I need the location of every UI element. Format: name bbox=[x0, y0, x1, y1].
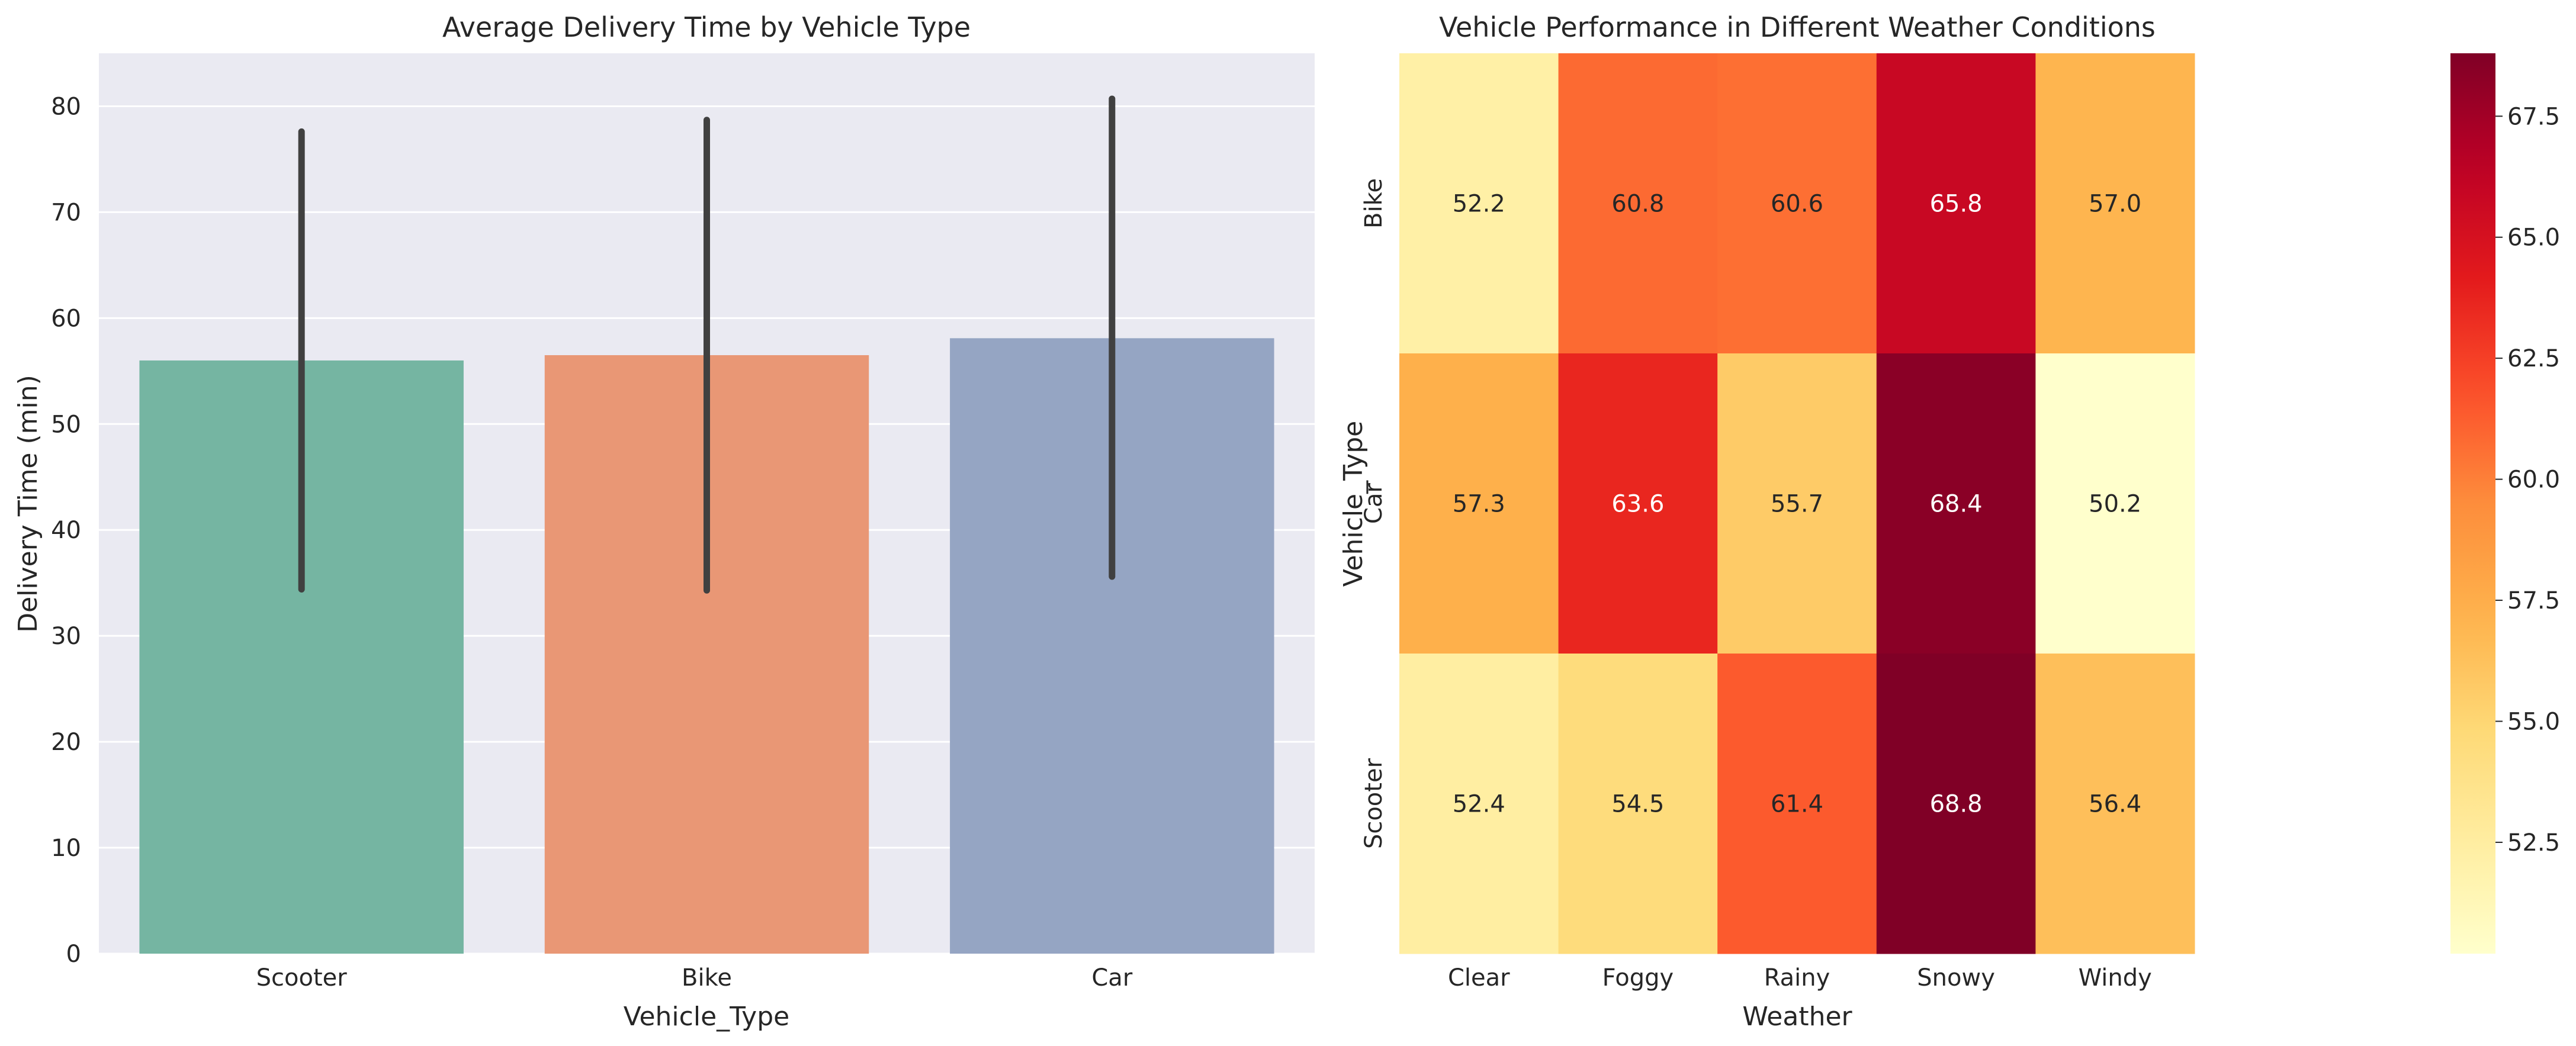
bar-x-axis-label: Vehicle_Type bbox=[624, 1002, 789, 1032]
heatmap-cell bbox=[1399, 53, 1559, 354]
bar-x-tick-label: Car bbox=[1091, 964, 1132, 992]
heatmap-y-axis-label: Vehicle_Type bbox=[1338, 421, 1369, 587]
bar-y-tick-labels: 0 10 20 30 40 50 60 70 80 bbox=[51, 93, 81, 968]
bar-y-tick-label: 20 bbox=[51, 729, 81, 756]
heatmap-cell-label: 55.7 bbox=[1771, 491, 1823, 518]
heatmap-cell bbox=[1558, 353, 1718, 654]
bar-chart-title: Average Delivery Time by Vehicle Type bbox=[442, 11, 971, 43]
heatmap-cells bbox=[1399, 53, 2195, 954]
heatmap-cell-label: 68.8 bbox=[1930, 791, 1983, 818]
heatmap-cell-label: 60.6 bbox=[1771, 191, 1823, 218]
heatmap-cell-label: 65.8 bbox=[1930, 191, 1983, 218]
heatmap-cell-label: 52.2 bbox=[1453, 191, 1505, 218]
heatmap-cell-label: 57.3 bbox=[1453, 491, 1505, 518]
heatmap-cell bbox=[1558, 53, 1718, 354]
heatmap-cell-label: 63.6 bbox=[1611, 491, 1664, 518]
bar-series bbox=[139, 338, 1274, 954]
heatmap-cell-label: 57.0 bbox=[2089, 191, 2141, 218]
heatmap-cell-label: 56.4 bbox=[2089, 791, 2141, 818]
colorbar-gradient bbox=[2450, 53, 2495, 954]
heatmap-y-tick-label: Car bbox=[1360, 483, 1387, 524]
heatmap-y-tick-labels: Bike Car Scooter bbox=[1360, 178, 1387, 849]
heatmap-cell bbox=[1876, 53, 2036, 354]
heatmap-cell bbox=[1876, 654, 2036, 954]
colorbar-tick-labels: 52.5 55.0 57.5 60.0 62.5 65.0 67.5 bbox=[2495, 103, 2560, 857]
heatmap-x-tick-label: Clear bbox=[1448, 964, 1510, 992]
heatmap-cell-label: 68.4 bbox=[1930, 491, 1983, 518]
bar-y-tick-label: 60 bbox=[51, 305, 81, 332]
colorbar-tick-label: 52.5 bbox=[2507, 829, 2560, 857]
heatmap-cell-labels: 52.2 60.8 60.6 65.8 57.0 57.3 63.6 55.7 68.4 50.2… bbox=[1453, 191, 2141, 818]
heatmap-cell-label: 52.4 bbox=[1453, 791, 1505, 818]
heatmap-x-tick-labels: Clear Foggy Rainy Snowy Windy bbox=[1448, 964, 2152, 992]
heatmap-title: Vehicle Performance in Different Weather… bbox=[1439, 11, 2156, 43]
heatmap-cell bbox=[2035, 353, 2195, 654]
heatmap-y-tick-label: Scooter bbox=[1360, 758, 1387, 849]
heatmap-cell bbox=[1399, 353, 1559, 654]
bar-panel: 0 10 20 30 40 50 60 70 80 Scooter Bike Car Average… bbox=[13, 11, 1315, 1032]
heatmap-cell bbox=[1717, 654, 1877, 954]
heatmap-cell bbox=[1717, 53, 1877, 354]
heatmap-panel: 52.2 60.8 60.6 65.8 57.0 57.3 63.6 55.7 68.4 50.2… bbox=[1338, 11, 2195, 1032]
heatmap-x-tick-label: Rainy bbox=[1764, 964, 1830, 992]
heatmap-x-axis-label: Weather bbox=[1742, 1002, 1852, 1032]
colorbar-tick-label: 60.0 bbox=[2507, 466, 2560, 494]
colorbar-tick-label: 55.0 bbox=[2507, 708, 2560, 735]
colorbar-tick-label: 57.5 bbox=[2507, 587, 2560, 614]
bar-y-tick-label: 30 bbox=[51, 623, 81, 650]
heatmap-x-tick-label: Windy bbox=[2079, 964, 2152, 992]
bar-error-bars bbox=[298, 95, 1116, 594]
heatmap-cell bbox=[1399, 654, 1559, 954]
heatmap-cell-label: 60.8 bbox=[1611, 191, 1664, 218]
heatmap-x-tick-label: Foggy bbox=[1602, 964, 1674, 992]
bar-x-tick-label: Bike bbox=[682, 964, 732, 992]
heatmap-cell bbox=[1717, 353, 1877, 654]
bar-y-tick-label: 70 bbox=[51, 199, 81, 226]
colorbar-tick-label: 67.5 bbox=[2507, 103, 2560, 130]
bar-y-tick-label: 0 bbox=[66, 941, 81, 968]
heatmap-cell bbox=[2035, 654, 2195, 954]
heatmap-y-tick-label: Bike bbox=[1360, 178, 1387, 228]
colorbar: 52.5 55.0 57.5 60.0 62.5 65.0 67.5 bbox=[2450, 53, 2560, 954]
bar-x-tick-label: Scooter bbox=[256, 964, 348, 992]
bar-y-tick-label: 80 bbox=[51, 93, 81, 120]
heatmap-cell-label: 50.2 bbox=[2089, 491, 2141, 518]
heatmap-cell bbox=[2035, 53, 2195, 354]
bar-y-axis-label: Delivery Time (min) bbox=[13, 375, 43, 633]
heatmap-x-tick-label: Snowy bbox=[1917, 964, 1995, 992]
heatmap-cell bbox=[1876, 353, 2036, 654]
bar-y-tick-label: 40 bbox=[51, 517, 81, 544]
bar-x-tick-labels: Scooter Bike Car bbox=[256, 964, 1133, 992]
heatmap-cell-label: 54.5 bbox=[1611, 791, 1664, 818]
heatmap-cell bbox=[1558, 654, 1718, 954]
colorbar-tick-label: 65.0 bbox=[2507, 224, 2560, 252]
heatmap-cell-label: 61.4 bbox=[1771, 791, 1823, 818]
bar-y-tick-label: 50 bbox=[51, 411, 81, 438]
bar-y-tick-label: 10 bbox=[51, 835, 81, 862]
colorbar-tick-label: 62.5 bbox=[2507, 345, 2560, 372]
